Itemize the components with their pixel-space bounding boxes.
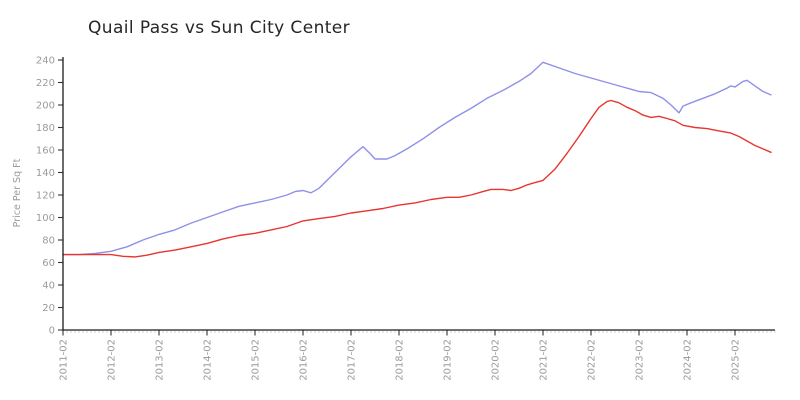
y-tick-label: 140 <box>36 168 55 179</box>
y-tick-label: 200 <box>36 101 55 112</box>
x-tick-label: 2014-02 <box>203 339 214 381</box>
x-tick-label: 2021-02 <box>539 339 550 381</box>
y-tick-label: 120 <box>36 191 55 202</box>
axis-lines <box>62 57 775 331</box>
axis-tick-labels: 0 20 40 60 80 100 120 140 160 180 200 220 240 2011-02… <box>36 56 742 381</box>
series-line-sun-city-center <box>62 99 772 258</box>
x-tick-label: 2015-02 <box>251 339 262 381</box>
y-tick-label: 0 <box>49 326 55 337</box>
x-tick-label: 2022-02 <box>587 339 598 381</box>
series-lines <box>62 61 772 258</box>
y-tick-label: 220 <box>36 78 55 89</box>
x-tick-label: 2023-02 <box>635 339 646 381</box>
x-tick-label: 2017-02 <box>347 339 358 381</box>
y-tick-label: 100 <box>36 213 55 224</box>
x-tick-label: 2025-02 <box>731 339 742 381</box>
y-tick-label: 80 <box>42 236 55 247</box>
x-tick-label: 2016-02 <box>299 339 310 381</box>
y-tick-label: 240 <box>36 56 55 67</box>
y-tick-label: 40 <box>42 281 55 292</box>
x-tick-label: 2019-02 <box>443 339 454 381</box>
y-axis-label: Price Per Sq Ft <box>12 158 23 227</box>
x-tick-label: 2020-02 <box>491 339 502 381</box>
x-tick-label: 2012-02 <box>107 339 118 381</box>
series-line-quail-pass <box>62 61 772 256</box>
chart-title: Quail Pass vs Sun City Center <box>88 18 351 38</box>
y-tick-label: 20 <box>42 303 55 314</box>
x-tick-label: 2011-02 <box>59 339 70 381</box>
axis-major-ticks <box>58 59 736 336</box>
x-tick-label: 2013-02 <box>155 339 166 381</box>
y-tick-label: 180 <box>36 123 55 134</box>
x-tick-label: 2024-02 <box>683 339 694 381</box>
y-tick-label: 160 <box>36 146 55 157</box>
x-tick-label: 2018-02 <box>395 339 406 381</box>
y-tick-label: 60 <box>42 258 55 269</box>
